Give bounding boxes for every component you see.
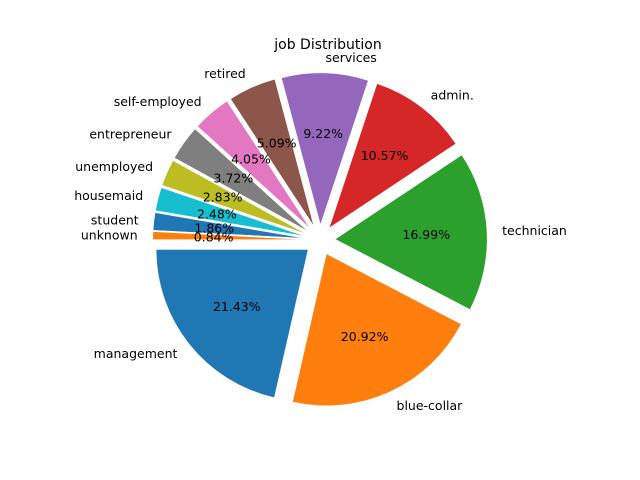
slice-label: technician — [502, 223, 567, 238]
slice-percent-label: 2.83% — [203, 190, 243, 205]
pie-slice-retired — [230, 78, 315, 227]
slice-label: entrepreneur — [89, 126, 172, 141]
pie-slice-services — [281, 72, 369, 226]
pie-slices — [152, 72, 488, 406]
slice-percent-label: 10.57% — [361, 148, 409, 163]
chart-title: job Distribution — [273, 37, 381, 53]
slice-percent-label: 3.72% — [214, 171, 254, 186]
pie-labels: management 21.43% blue-collar 20.92% technic… — [74, 50, 567, 413]
slice-percent-label: 21.43% — [213, 299, 261, 314]
slice-label: admin. — [431, 88, 474, 103]
slice-percent-label: 4.05% — [231, 152, 271, 167]
slice-percent-label: 1.86% — [194, 221, 234, 236]
pie-slice-self-employed — [197, 100, 311, 229]
pie-slice-blue-collar — [292, 253, 462, 406]
slice-label: blue-collar — [397, 398, 464, 413]
slice-label: management — [94, 346, 178, 361]
slice-label: self-employed — [114, 94, 202, 109]
pie-slice-housemaid — [155, 187, 306, 237]
pie-slice-admin- — [328, 83, 457, 229]
slice-label: housemaid — [74, 188, 143, 203]
pie-slice-entrepreneur — [174, 128, 308, 232]
pie-slice-unknown — [152, 231, 305, 240]
pie-slice-student — [152, 212, 305, 239]
slice-label: services — [326, 50, 377, 65]
slice-percent-label: 20.92% — [341, 329, 389, 344]
pie-slice-management — [155, 249, 309, 398]
slice-label: student — [91, 212, 139, 227]
slice-percent-label: 2.48% — [197, 206, 237, 221]
slice-label: unemployed — [75, 159, 153, 174]
slice-percent-label: 9.22% — [303, 126, 343, 141]
slice-percent-label: 16.99% — [402, 227, 450, 242]
slice-percent-label: 0.84% — [194, 230, 234, 245]
pie-slice-unemployed — [161, 160, 307, 235]
slice-label: retired — [204, 66, 245, 81]
slice-percent-label: 5.09% — [257, 135, 297, 150]
pie-slice-technician — [334, 154, 488, 310]
slice-label: unknown — [81, 228, 138, 243]
